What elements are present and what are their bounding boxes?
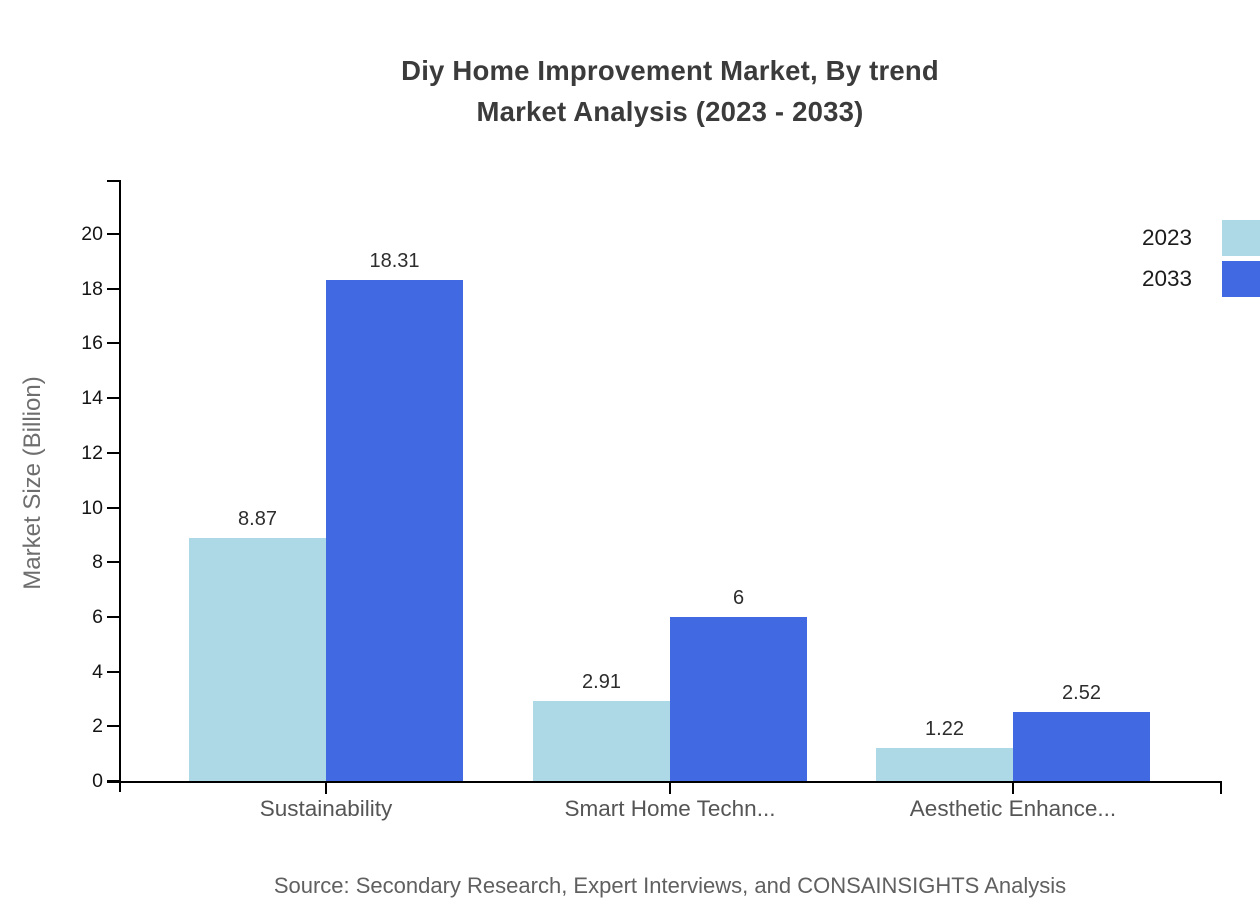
category-label: Sustainability (259, 796, 393, 821)
y-axis-tick (107, 780, 119, 782)
chart-title: Diy Home Improvement Market, By trend Ma… (80, 50, 1260, 132)
value-label: 6 (732, 586, 745, 609)
bar-2033-smart-home-techn- (670, 616, 807, 781)
category-label: Smart Home Techn... (564, 796, 776, 821)
y-axis-tick-label: 10 (81, 496, 103, 519)
x-axis-tick (325, 783, 327, 794)
y-axis-tick (107, 287, 119, 290)
chart-title-line1: Diy Home Improvement Market, By trend (401, 55, 939, 86)
y-axis-tick-label: 20 (81, 223, 103, 245)
y-axis-tick-label: 0 (92, 770, 103, 792)
bar-2023-sustainability (189, 538, 326, 781)
y-axis-tick (107, 615, 119, 618)
y-axis-tick-label: 4 (92, 660, 103, 683)
x-axis-tick (669, 783, 671, 794)
source-text: Source: Secondary Research, Expert Inter… (273, 873, 1067, 898)
y-axis-tick-label: 16 (81, 332, 103, 355)
legend-swatch (1222, 261, 1260, 297)
legend-swatch (1222, 220, 1260, 256)
value-label: 2.91 (582, 671, 621, 694)
y-axis-tick (107, 725, 119, 728)
y-axis-tick (107, 397, 119, 400)
y-axis-tick-label: 12 (81, 441, 103, 464)
y-axis-tick (107, 506, 119, 509)
y-axis-tick-label: 18 (81, 277, 103, 300)
legend-item-2023: 2023 (960, 220, 1260, 256)
x-axis-tick (1012, 783, 1014, 794)
y-axis-tick-label: 6 (92, 605, 103, 628)
legend-label: 2023 (1141, 225, 1192, 250)
y-axis-spine (119, 180, 121, 792)
bar-2033-aesthetic-enhance- (1013, 712, 1150, 781)
chart-title-line2: Market Analysis (2023 - 2033) (476, 96, 864, 127)
y-axis-tick (107, 670, 119, 673)
y-axis-tick (107, 342, 119, 345)
value-label: 8.87 (238, 508, 277, 531)
bar-2033-sustainability (326, 280, 463, 781)
value-label: 2.52 (1062, 682, 1101, 705)
y-axis-tick (107, 233, 119, 235)
x-axis-end-tick (1220, 783, 1222, 794)
y-axis-tick-label: 2 (92, 715, 103, 738)
x-axis-spine (107, 781, 1222, 783)
legend-label: 2033 (1141, 266, 1192, 291)
bar-2023-smart-home-techn- (533, 701, 670, 781)
y-axis-title: Market Size (Billion) (19, 376, 46, 590)
y-axis-end-tick (107, 180, 119, 182)
y-axis-tick-label: 14 (81, 387, 103, 410)
y-axis-tick-label: 8 (92, 551, 103, 574)
value-label: 1.22 (925, 717, 964, 740)
bar-2023-aesthetic-enhance- (876, 747, 1013, 781)
legend-item-2033: 2033 (960, 261, 1260, 297)
category-label: Aesthetic Enhance... (909, 796, 1117, 821)
value-label: 18.31 (369, 250, 420, 273)
y-axis-tick (107, 561, 119, 564)
y-axis-tick (107, 451, 119, 454)
